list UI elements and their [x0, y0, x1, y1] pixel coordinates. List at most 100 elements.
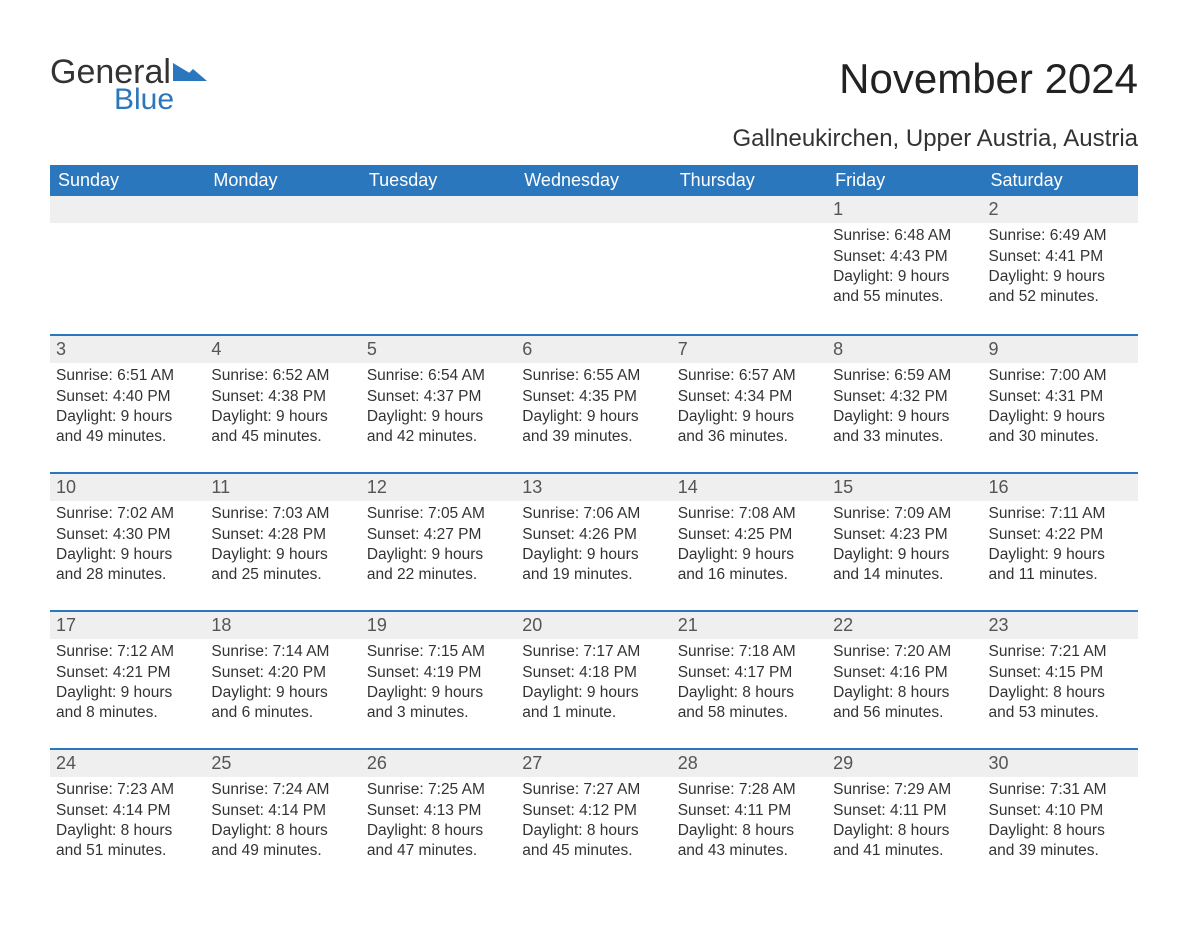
day-number: 16: [983, 472, 1138, 501]
day-daylight1: Daylight: 9 hours: [367, 683, 510, 703]
day-sunrise: Sunrise: 7:28 AM: [678, 780, 821, 800]
day-sunrise: Sunrise: 6:59 AM: [833, 366, 976, 386]
weekday-header: Sunday: [50, 165, 205, 196]
calendar-day-cell: 1Sunrise: 6:48 AMSunset: 4:43 PMDaylight…: [827, 196, 982, 334]
day-sunset: Sunset: 4:35 PM: [522, 387, 665, 407]
day-daylight1: Daylight: 9 hours: [211, 545, 354, 565]
day-sunset: Sunset: 4:11 PM: [833, 801, 976, 821]
calendar-week-row: 24Sunrise: 7:23 AMSunset: 4:14 PMDayligh…: [50, 748, 1138, 886]
day-daylight1: Daylight: 9 hours: [678, 407, 821, 427]
day-sunrise: Sunrise: 6:55 AM: [522, 366, 665, 386]
day-sunrise: Sunrise: 7:25 AM: [367, 780, 510, 800]
day-details: Sunrise: 6:51 AMSunset: 4:40 PMDaylight:…: [50, 363, 205, 453]
day-sunset: Sunset: 4:25 PM: [678, 525, 821, 545]
day-daylight1: Daylight: 9 hours: [56, 545, 199, 565]
calendar-day-cell: [672, 196, 827, 334]
day-sunrise: Sunrise: 6:54 AM: [367, 366, 510, 386]
day-daylight1: Daylight: 9 hours: [522, 545, 665, 565]
day-daylight2: and 28 minutes.: [56, 565, 199, 585]
day-daylight2: and 25 minutes.: [211, 565, 354, 585]
day-details: Sunrise: 6:52 AMSunset: 4:38 PMDaylight:…: [205, 363, 360, 453]
day-number: 22: [827, 610, 982, 639]
day-sunrise: Sunrise: 6:48 AM: [833, 226, 976, 246]
day-sunset: Sunset: 4:12 PM: [522, 801, 665, 821]
calendar-day-cell: 14Sunrise: 7:08 AMSunset: 4:25 PMDayligh…: [672, 472, 827, 610]
day-sunrise: Sunrise: 7:21 AM: [989, 642, 1132, 662]
calendar-day-cell: 5Sunrise: 6:54 AMSunset: 4:37 PMDaylight…: [361, 334, 516, 472]
calendar-day-cell: 3Sunrise: 6:51 AMSunset: 4:40 PMDaylight…: [50, 334, 205, 472]
calendar-day-cell: 10Sunrise: 7:02 AMSunset: 4:30 PMDayligh…: [50, 472, 205, 610]
day-sunset: Sunset: 4:30 PM: [56, 525, 199, 545]
day-sunset: Sunset: 4:14 PM: [211, 801, 354, 821]
day-sunrise: Sunrise: 7:31 AM: [989, 780, 1132, 800]
day-sunset: Sunset: 4:22 PM: [989, 525, 1132, 545]
day-number: 11: [205, 472, 360, 501]
day-sunset: Sunset: 4:40 PM: [56, 387, 199, 407]
calendar-day-cell: 30Sunrise: 7:31 AMSunset: 4:10 PMDayligh…: [983, 748, 1138, 886]
calendar-day-cell: 27Sunrise: 7:27 AMSunset: 4:12 PMDayligh…: [516, 748, 671, 886]
day-daylight2: and 45 minutes.: [211, 427, 354, 447]
day-sunrise: Sunrise: 7:06 AM: [522, 504, 665, 524]
day-daylight1: Daylight: 8 hours: [56, 821, 199, 841]
calendar-day-cell: 19Sunrise: 7:15 AMSunset: 4:19 PMDayligh…: [361, 610, 516, 748]
day-daylight2: and 19 minutes.: [522, 565, 665, 585]
day-daylight2: and 39 minutes.: [989, 841, 1132, 861]
day-daylight1: Daylight: 9 hours: [56, 683, 199, 703]
day-daylight1: Daylight: 9 hours: [833, 545, 976, 565]
day-details: Sunrise: 7:12 AMSunset: 4:21 PMDaylight:…: [50, 639, 205, 729]
day-daylight1: Daylight: 9 hours: [989, 267, 1132, 287]
calendar-day-cell: 8Sunrise: 6:59 AMSunset: 4:32 PMDaylight…: [827, 334, 982, 472]
day-daylight2: and 14 minutes.: [833, 565, 976, 585]
day-number: 9: [983, 334, 1138, 363]
day-daylight1: Daylight: 9 hours: [833, 407, 976, 427]
day-daylight2: and 49 minutes.: [56, 427, 199, 447]
day-sunset: Sunset: 4:37 PM: [367, 387, 510, 407]
day-details: Sunrise: 7:09 AMSunset: 4:23 PMDaylight:…: [827, 501, 982, 591]
day-sunset: Sunset: 4:28 PM: [211, 525, 354, 545]
day-daylight2: and 56 minutes.: [833, 703, 976, 723]
empty-daybar: [361, 196, 516, 223]
day-sunset: Sunset: 4:17 PM: [678, 663, 821, 683]
day-daylight1: Daylight: 9 hours: [989, 407, 1132, 427]
day-number: 29: [827, 748, 982, 777]
day-details: Sunrise: 7:31 AMSunset: 4:10 PMDaylight:…: [983, 777, 1138, 867]
brand-logo: General Blue: [50, 55, 209, 115]
day-daylight1: Daylight: 8 hours: [833, 683, 976, 703]
day-sunrise: Sunrise: 7:29 AM: [833, 780, 976, 800]
day-sunrise: Sunrise: 7:12 AM: [56, 642, 199, 662]
day-number: 4: [205, 334, 360, 363]
day-details: Sunrise: 6:55 AMSunset: 4:35 PMDaylight:…: [516, 363, 671, 453]
day-sunset: Sunset: 4:19 PM: [367, 663, 510, 683]
calendar-day-cell: 29Sunrise: 7:29 AMSunset: 4:11 PMDayligh…: [827, 748, 982, 886]
calendar-week-row: 10Sunrise: 7:02 AMSunset: 4:30 PMDayligh…: [50, 472, 1138, 610]
day-number: 30: [983, 748, 1138, 777]
day-sunset: Sunset: 4:16 PM: [833, 663, 976, 683]
day-number: 1: [827, 196, 982, 223]
day-number: 15: [827, 472, 982, 501]
day-sunrise: Sunrise: 7:02 AM: [56, 504, 199, 524]
day-daylight1: Daylight: 8 hours: [522, 821, 665, 841]
calendar-day-cell: 17Sunrise: 7:12 AMSunset: 4:21 PMDayligh…: [50, 610, 205, 748]
title-block: November 2024: [839, 55, 1138, 103]
day-daylight2: and 42 minutes.: [367, 427, 510, 447]
day-sunrise: Sunrise: 6:51 AM: [56, 366, 199, 386]
day-daylight2: and 43 minutes.: [678, 841, 821, 861]
day-sunrise: Sunrise: 6:52 AM: [211, 366, 354, 386]
day-sunrise: Sunrise: 7:20 AM: [833, 642, 976, 662]
day-daylight2: and 52 minutes.: [989, 287, 1132, 307]
calendar-day-cell: [361, 196, 516, 334]
day-daylight2: and 47 minutes.: [367, 841, 510, 861]
day-sunrise: Sunrise: 7:18 AM: [678, 642, 821, 662]
day-sunrise: Sunrise: 7:08 AM: [678, 504, 821, 524]
day-daylight1: Daylight: 9 hours: [989, 545, 1132, 565]
day-details: Sunrise: 7:00 AMSunset: 4:31 PMDaylight:…: [983, 363, 1138, 453]
day-details: Sunrise: 7:14 AMSunset: 4:20 PMDaylight:…: [205, 639, 360, 729]
day-daylight2: and 58 minutes.: [678, 703, 821, 723]
day-daylight1: Daylight: 8 hours: [211, 821, 354, 841]
day-daylight2: and 6 minutes.: [211, 703, 354, 723]
day-details: Sunrise: 7:20 AMSunset: 4:16 PMDaylight:…: [827, 639, 982, 729]
day-sunset: Sunset: 4:14 PM: [56, 801, 199, 821]
day-number: 3: [50, 334, 205, 363]
day-details: Sunrise: 7:28 AMSunset: 4:11 PMDaylight:…: [672, 777, 827, 867]
day-sunset: Sunset: 4:27 PM: [367, 525, 510, 545]
